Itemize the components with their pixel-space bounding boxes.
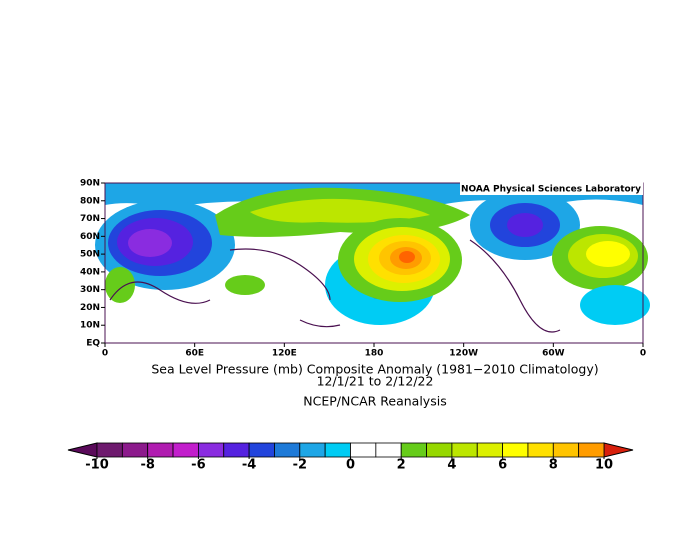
y-tick-label: 90N xyxy=(80,179,100,189)
y-tick-label: 80N xyxy=(80,196,100,206)
x-tick-label: 120E xyxy=(272,349,297,359)
colorbar-bin xyxy=(375,442,402,458)
anomaly-field xyxy=(95,182,650,344)
colorbar-bin xyxy=(527,442,554,458)
x-tick-label: 0 xyxy=(102,349,108,359)
credit-box xyxy=(460,182,643,195)
colorbar-tick-label: 6 xyxy=(498,458,507,473)
colorbar-bin xyxy=(197,442,225,458)
colorbar-tick-label: -8 xyxy=(140,458,154,473)
colorbar-bin xyxy=(552,442,580,458)
colorbar-bin xyxy=(248,442,275,458)
source: NCEP/NCAR Reanalysis xyxy=(303,394,446,409)
colorbar-tick-label: 8 xyxy=(549,458,558,473)
colorbar-bin xyxy=(451,442,478,458)
y-tick-label: 70N xyxy=(80,214,100,224)
colorbar-bin xyxy=(426,442,453,458)
y-tick-label: 40N xyxy=(80,267,100,277)
x-tick-label: 0 xyxy=(640,349,646,359)
colorbar-bin xyxy=(502,442,529,458)
colorbar-bin xyxy=(223,442,250,458)
colorbar-under xyxy=(67,442,98,458)
y-tick-label: 60N xyxy=(80,232,100,242)
map-title: Sea Level Pressure (mb) Composite Anomal… xyxy=(151,362,598,377)
colorbar-bin xyxy=(172,442,199,458)
x-tick-label: 180 xyxy=(365,349,384,359)
x-tick-label: 120W xyxy=(449,349,478,359)
colorbar-bin xyxy=(299,442,326,458)
colorbar-tick-label: -4 xyxy=(242,458,256,473)
colorbar-bin xyxy=(350,442,377,458)
colorbar-bin xyxy=(96,442,123,458)
colorbar-tick-label: 4 xyxy=(447,458,456,473)
y-tick-label: EQ xyxy=(86,339,100,349)
y-tick-label: 50N xyxy=(80,250,100,260)
x-tick-label: 60W xyxy=(542,349,565,359)
colorbar-bin xyxy=(121,442,149,458)
colorbar-tick-label: 0 xyxy=(346,458,355,473)
y-tick-label: 20N xyxy=(80,303,100,313)
colorbar-bin xyxy=(476,442,504,458)
y-tick-label: 30N xyxy=(80,285,100,295)
colorbar-tick-label: 2 xyxy=(397,458,406,473)
x-tick-label: 60E xyxy=(185,349,204,359)
colorbar-tick-label: -2 xyxy=(293,458,307,473)
colorbar-bin xyxy=(578,442,605,458)
colorbar-bin xyxy=(274,442,301,458)
colorbar-tick-label: -6 xyxy=(191,458,205,473)
colorbar-bin xyxy=(147,442,174,458)
colorbar-bin xyxy=(400,442,427,458)
credit: NOAA Physical Sciences Laboratory xyxy=(461,185,641,195)
colorbar-tick-label: 10 xyxy=(595,458,613,473)
y-tick-label: 10N xyxy=(80,321,100,331)
colorbar-bin xyxy=(324,442,351,458)
colorbar-over xyxy=(603,442,634,458)
colorbar-tick-label: -10 xyxy=(85,458,109,473)
date-range: 12/1/21 to 2/12/22 xyxy=(317,374,434,389)
